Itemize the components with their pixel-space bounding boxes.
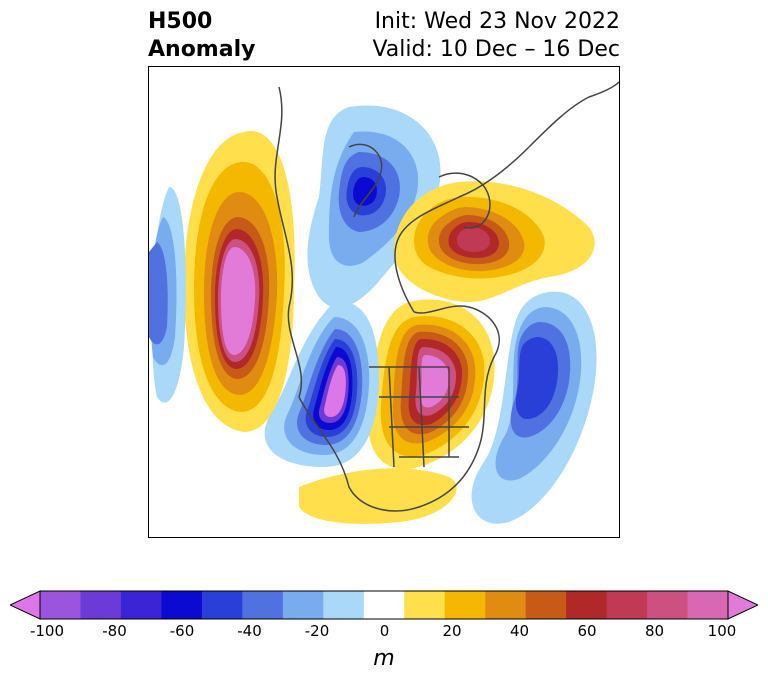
colorbar-tick-label: -100 bbox=[29, 622, 65, 640]
colorbar-tick-label: 60 bbox=[577, 622, 597, 640]
colorbar-segment bbox=[566, 591, 608, 619]
colorbar-tick-label: -60 bbox=[169, 622, 195, 640]
colorbar-segment bbox=[687, 591, 729, 619]
colorbar-tick-label: 100 bbox=[707, 622, 737, 640]
colorbar-tick-label: 80 bbox=[644, 622, 665, 640]
title-line-1: H500 bbox=[148, 9, 213, 34]
date-info: Init: Wed 23 Nov 2022 Valid: 10 Dec – 16… bbox=[372, 8, 620, 64]
coastlines bbox=[274, 81, 619, 512]
colorbar-tick-label: -40 bbox=[237, 622, 262, 640]
colorbar-unit: m bbox=[373, 646, 395, 671]
negative-anomaly-north bbox=[307, 105, 441, 308]
colorbar-segment bbox=[485, 591, 527, 619]
anomaly-map bbox=[148, 66, 620, 538]
colorbar-segment bbox=[80, 591, 122, 619]
positive-anomaly-arctic bbox=[394, 181, 595, 302]
colorbar-ticks: -100 -80 -60 -40 -20 0 20 40 60 80 100 bbox=[0, 622, 768, 646]
map-title: H500 Anomaly bbox=[148, 8, 255, 64]
colorbar-tick-label: 40 bbox=[509, 622, 530, 640]
colorbar-max-arrow bbox=[727, 590, 758, 620]
colorbar-tick-label: 0 bbox=[379, 622, 390, 640]
colorbar-segment bbox=[201, 591, 243, 619]
init-date: Init: Wed 23 Nov 2022 bbox=[374, 9, 620, 34]
anomaly-map-svg bbox=[149, 67, 619, 537]
negative-anomaly-atlantic bbox=[471, 291, 597, 524]
positive-anomaly-south bbox=[299, 468, 457, 524]
positive-anomaly-west bbox=[184, 130, 295, 432]
colorbar-tick-label: -80 bbox=[102, 622, 127, 640]
colorbar-segment bbox=[647, 591, 689, 619]
negative-anomaly-west-us bbox=[264, 301, 379, 467]
colorbar-segment bbox=[404, 591, 446, 619]
colorbar-segment bbox=[282, 591, 324, 619]
colorbar-min-arrow bbox=[10, 590, 41, 620]
colorbar-segment bbox=[606, 591, 648, 619]
negative-anomaly-far-west bbox=[149, 187, 186, 403]
colorbar-segment bbox=[40, 591, 81, 619]
colorbar-segment bbox=[120, 591, 162, 619]
colorbar-segment bbox=[323, 591, 365, 619]
colorbar-tick-label: 20 bbox=[442, 622, 462, 640]
colorbar-segment bbox=[525, 591, 567, 619]
valid-date: Valid: 10 Dec – 16 Dec bbox=[372, 37, 620, 62]
title-line-2: Anomaly bbox=[148, 37, 256, 62]
colorbar-segment bbox=[363, 591, 405, 619]
colorbar-segment bbox=[242, 591, 284, 619]
colorbar-segment bbox=[161, 591, 203, 619]
colorbar bbox=[10, 590, 758, 620]
colorbar-tick-label: -20 bbox=[304, 622, 330, 640]
colorbar-segment bbox=[444, 591, 486, 619]
